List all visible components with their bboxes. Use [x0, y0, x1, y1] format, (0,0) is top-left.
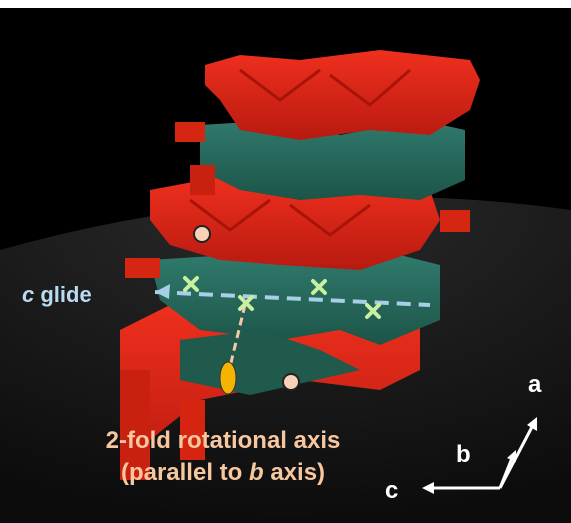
red-post [440, 210, 470, 232]
glide-text: glide [34, 282, 91, 307]
red-post [190, 165, 215, 195]
photo: c glide 2-fold rotational axis (parallel… [0, 0, 571, 523]
top-border [0, 0, 571, 8]
red-layer [205, 50, 480, 140]
glide-label: c glide [22, 282, 92, 307]
red-post [125, 258, 160, 278]
rotation-pre: (parallel to [121, 459, 249, 486]
page: {"annotations": { "glide": {"symbol": "c… [0, 0, 571, 523]
rotation-post: axis) [264, 459, 325, 486]
red-post [175, 122, 205, 142]
atom-dot [194, 226, 210, 242]
axis-c-label: c [385, 477, 398, 504]
axis-a-label: a [528, 371, 542, 398]
rotation-label: 2-fold rotational axis [106, 427, 341, 454]
atom-dot [283, 374, 299, 390]
axis-b-label: b [456, 441, 471, 468]
rotation-label-2: (parallel to b axis) [121, 459, 325, 486]
glide-symbol: c [22, 282, 34, 307]
rotation-symbol: b [249, 459, 264, 486]
two-fold-symbol [220, 362, 236, 394]
